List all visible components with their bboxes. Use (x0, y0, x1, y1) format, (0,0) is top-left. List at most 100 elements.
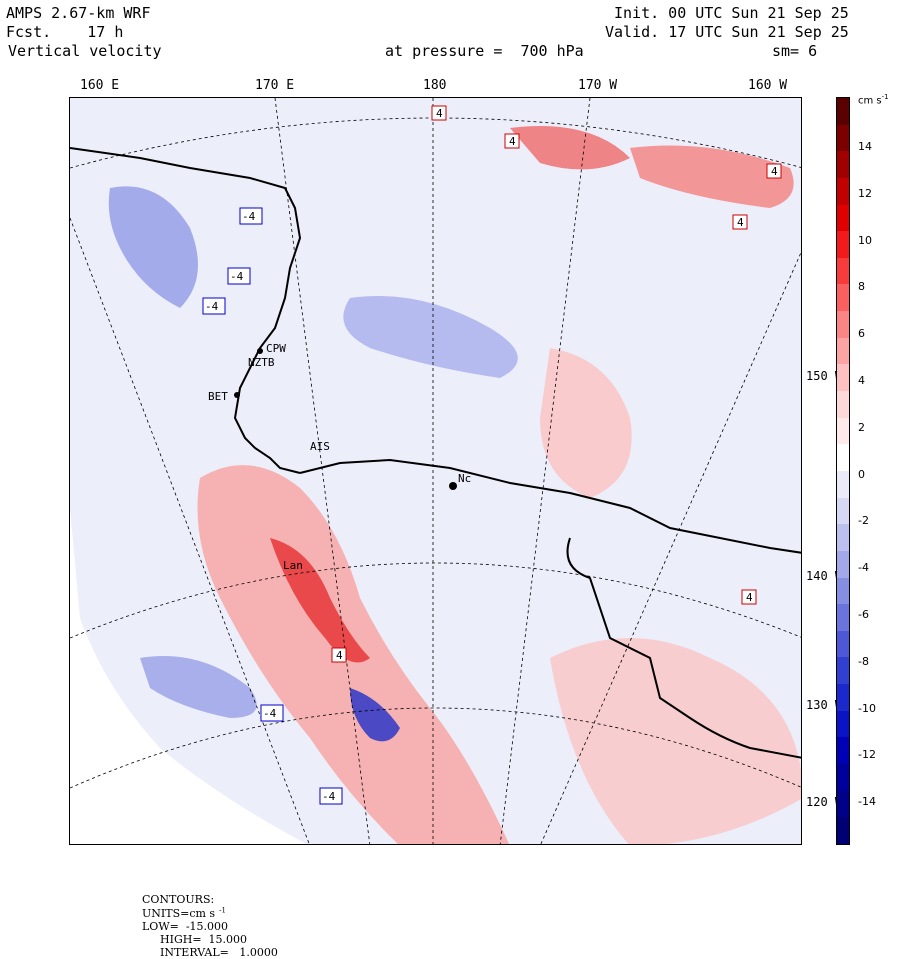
colorbar-tick-label: -10 (858, 701, 876, 715)
footer-low: LOW= -15.000 (142, 919, 229, 933)
meridian-160e (70, 217, 310, 844)
station-label-lan: Lan (283, 559, 303, 572)
station-label-ais: AIS (310, 440, 330, 453)
colorbar-tick-label: 0 (858, 467, 865, 481)
contour-label-plus-c: 4 (771, 165, 778, 178)
valid-time: Valid. 17 UTC Sun 21 Sep 25 (605, 23, 849, 41)
contour-label-plus-d: 4 (737, 216, 744, 229)
colorbar-segment (837, 630, 849, 658)
footer-interval: INTERVAL= 1.0000 (160, 945, 278, 959)
lon-label-180: 180 (423, 78, 447, 93)
coastline-victoria-land (70, 147, 302, 474)
strong-descent-core (350, 688, 400, 742)
colorbar-segment (837, 817, 849, 844)
colorbar-unit-exponent: -1 (881, 93, 889, 101)
colorbar-segment (837, 124, 849, 152)
colorbar-segment (837, 337, 849, 365)
colorbar-segment (837, 524, 849, 551)
colorbar-segment (837, 444, 849, 471)
colorbar-tick-label: 6 (858, 327, 865, 341)
contour-label-minus-d: -4 (263, 707, 277, 720)
colorbar-tick-label: -12 (858, 748, 876, 762)
colorbar-tick-label: 10 (858, 233, 872, 247)
strong-ascent-core (270, 538, 370, 663)
colorbar-tick-label: 14 (858, 140, 872, 153)
colorbar-tick-label: -6 (858, 608, 869, 621)
colorbar-segment (837, 470, 849, 498)
station-markers (234, 348, 457, 490)
colorbar-segment (837, 151, 849, 178)
descent-region-ross-ice-shelf (343, 296, 518, 378)
field-name: Vertical velocity (8, 42, 162, 60)
colorbar-segment (837, 657, 849, 685)
footer-units-text: UNITS=cm s (142, 906, 216, 920)
no-data-region (70, 508, 307, 844)
contour-box-plus-c (766, 163, 782, 179)
colorbar-segment (837, 311, 849, 338)
footer-units: UNITS=cm s -1 (142, 906, 226, 920)
lon-label-160w: 160 W (748, 78, 788, 93)
colorbar-segment (837, 177, 849, 205)
descent-region-northwest (108, 186, 198, 308)
station-label-nztb: NZTB (248, 356, 275, 369)
station-marker-cpw (257, 348, 263, 354)
colorbar-segment (837, 204, 849, 232)
contour-box-minus-c (202, 297, 226, 315)
contour-label-minus-e: -4 (322, 790, 336, 803)
ascent-region-southeast (550, 638, 801, 844)
colorbar-segment (837, 577, 849, 605)
contour-label-minus-c: -4 (205, 300, 219, 313)
colorbar-segment (837, 790, 849, 818)
colorbar-segment (837, 764, 849, 791)
colorbar-unit: cm s-1 (858, 93, 889, 106)
model-title: AMPS 2.67-km WRF (6, 4, 151, 22)
colorbar-tick-label: 12 (858, 186, 872, 200)
parallel-inner (70, 707, 801, 789)
contour-box-minus-b (227, 267, 251, 285)
contour-label-plus-f: 4 (336, 649, 343, 662)
contour-box-minus-e (319, 787, 343, 805)
colorbar-tick-label: 4 (858, 374, 865, 387)
station-label-cpw: CPW (266, 342, 286, 355)
pressure-level: at pressure = 700 hPa (385, 42, 584, 60)
parallel-mid (70, 562, 801, 639)
colorbar-segment (837, 391, 849, 418)
colorbar-segment (837, 364, 849, 392)
contour-label-plus-a: 4 (436, 107, 443, 120)
station-label-nc: Nc (458, 472, 471, 485)
footer-units-exp: -1 (219, 906, 226, 914)
contour-box-plus-f (331, 647, 347, 663)
contour-box-plus-a (431, 105, 447, 121)
colorbar-tick-label: -8 (858, 654, 869, 668)
colorbar-segment (837, 710, 849, 738)
contour-box-minus-a (239, 207, 263, 225)
contour-footer: CONTOURS: UNITS=cm s -1 LOW= -15.000 HIGH… (135, 880, 282, 959)
map-canvas: CPW NZTB BET AIS Nc Lan 4 4 4 4 4 4 -4 -… (70, 98, 801, 844)
colorbar-tick-label: -4 (858, 561, 869, 575)
colorbar-segment (837, 684, 849, 711)
colorbar-tick-label: -2 (858, 514, 869, 528)
contour-box-minus-d (260, 704, 284, 722)
colorbar-segment (837, 737, 849, 765)
contour-label-minus-b: -4 (230, 270, 244, 283)
colorbar-segment (837, 497, 849, 525)
ascent-region-east (540, 348, 632, 498)
lon-label-170e: 170 E (255, 78, 295, 93)
forecast-hour: Fcst. 17 h (6, 23, 124, 41)
colorbar-segment (837, 550, 849, 578)
ascent-region-northeast (510, 126, 630, 170)
colorbar-unit-text: cm s (858, 95, 882, 107)
meridian-160w (540, 251, 801, 844)
coastline-ross-ice-shelf-front (299, 458, 801, 554)
contour-label-plus-b: 4 (509, 135, 516, 148)
colorbar-tick-label: 2 (858, 420, 865, 434)
graticule (70, 98, 801, 844)
colorbar-tick-label: -14 (858, 795, 876, 809)
lon-label-160e: 160 E (80, 78, 120, 93)
colorbar-segment (837, 98, 849, 125)
colorbar-segment (837, 284, 849, 312)
colorbar-segment (837, 257, 849, 285)
smoothing-value: sm= 6 (772, 42, 818, 60)
descent-region-southwest (140, 656, 257, 718)
colorbar-segment (837, 231, 849, 258)
